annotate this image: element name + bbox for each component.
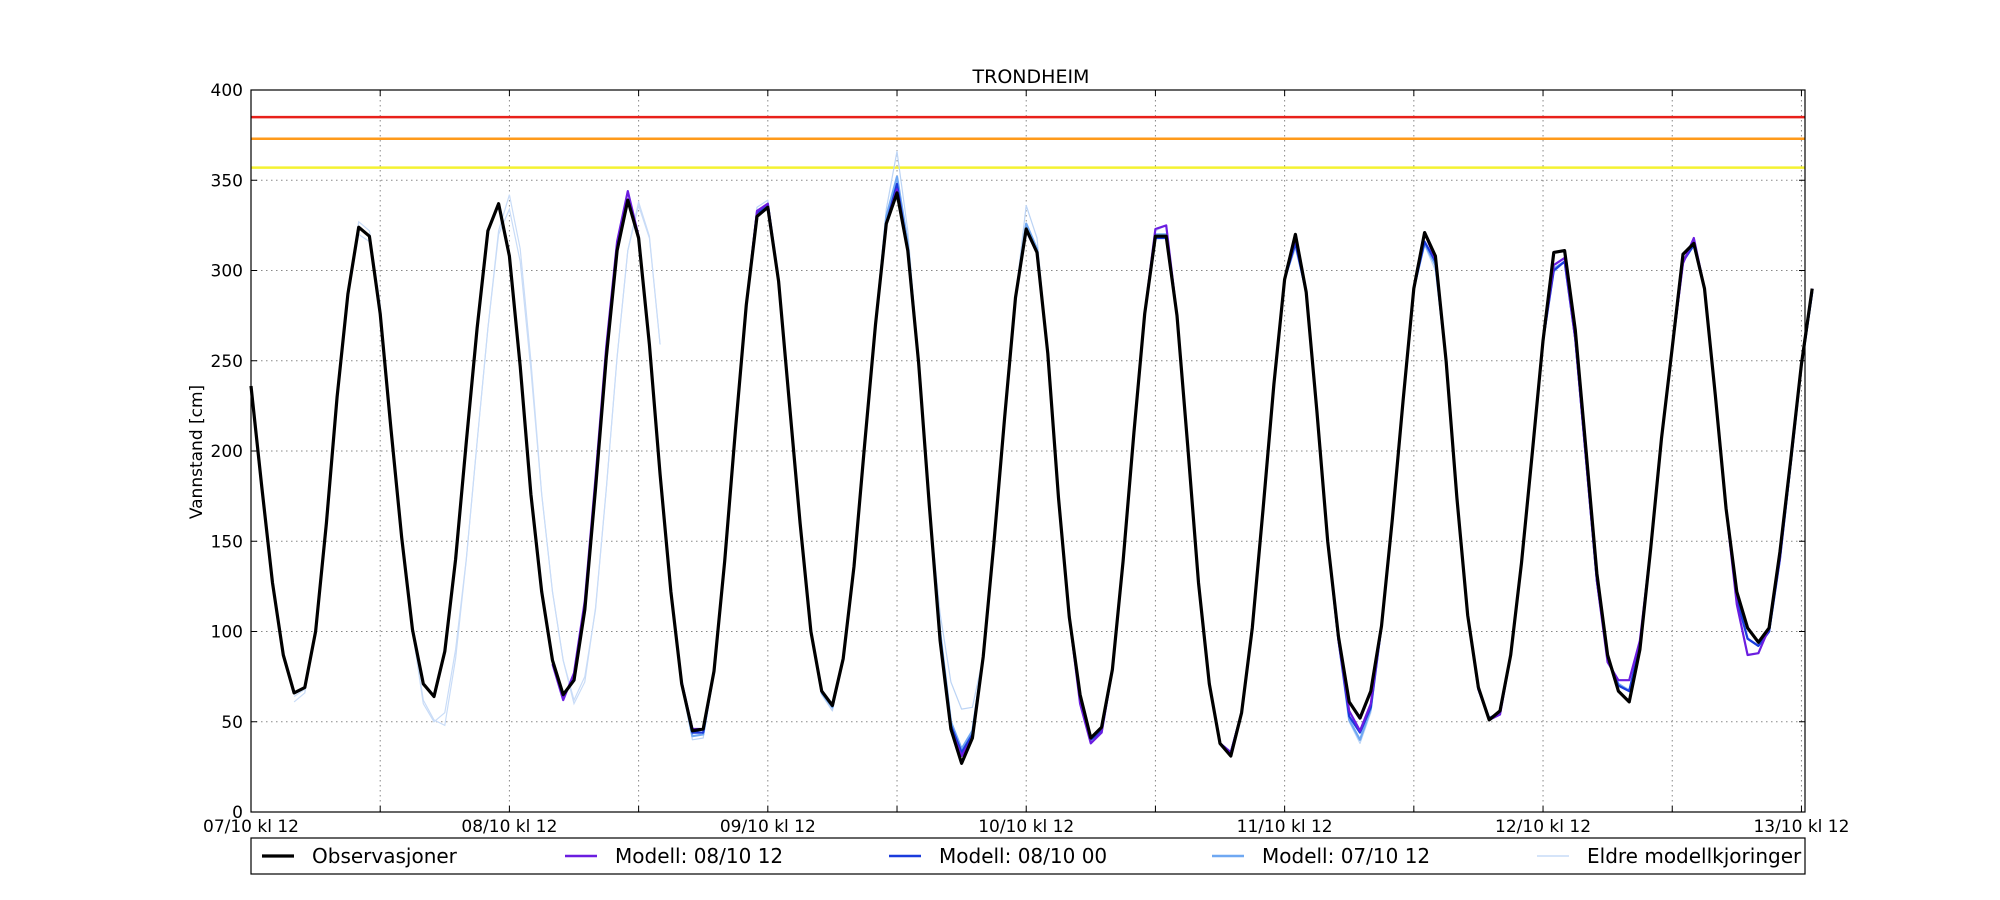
y-tick-label: 50 xyxy=(221,713,243,733)
x-tick-label: 07/10 kl 12 xyxy=(203,817,299,837)
x-tick-label: 12/10 kl 12 xyxy=(1495,817,1591,837)
legend-label-1: Observasjoner xyxy=(312,844,458,868)
legend-label-4: Modell: 07/10 12 xyxy=(1262,844,1430,868)
chart-title: TRONDHEIM xyxy=(972,66,1090,88)
legend: Observasjoner Modell: 08/10 12 Modell: 08/… xyxy=(250,837,1806,875)
series-line-1 xyxy=(249,191,1814,765)
y-tick-label: 0 xyxy=(232,803,243,823)
x-tick-label: 11/10 kl 12 xyxy=(1237,817,1333,837)
legend-label-5: Eldre modellkjoringer xyxy=(1587,844,1802,868)
y-axis-label: Vannstand [cm] xyxy=(187,385,207,519)
y-tick-label: 100 xyxy=(211,623,243,643)
y-tick-label: 250 xyxy=(211,352,243,372)
series-line-2 xyxy=(551,188,1814,758)
y-tick-label: 300 xyxy=(211,262,243,282)
y-tick-label: 200 xyxy=(211,442,243,462)
y-tick-label: 150 xyxy=(211,532,243,552)
plot-area: 0 50 100 150 200 250 300 350 400 07/10 kl 12 08/10… xyxy=(203,81,1849,837)
x-tick-label: 08/10 kl 12 xyxy=(461,817,557,837)
x-tick-label: 09/10 kl 12 xyxy=(720,817,816,837)
x-tick-label: 13/10 kl 12 xyxy=(1753,817,1849,837)
y-tick-label: 350 xyxy=(211,171,243,191)
legend-label-2: Modell: 08/10 12 xyxy=(615,844,783,868)
y-tick-label: 400 xyxy=(211,81,243,101)
older-run-line xyxy=(293,194,661,727)
x-tick-label: 10/10 kl 12 xyxy=(978,817,1074,837)
legend-label-3: Modell: 08/10 00 xyxy=(939,844,1107,868)
